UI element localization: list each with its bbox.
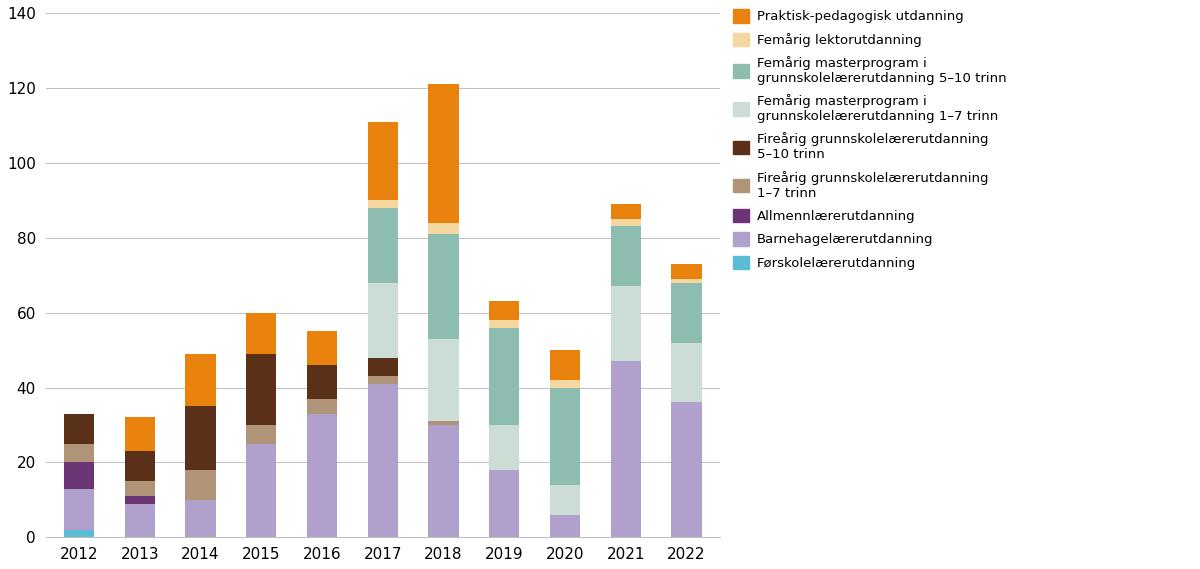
Bar xyxy=(125,481,155,496)
Bar xyxy=(367,384,398,537)
Bar xyxy=(367,376,398,384)
Bar xyxy=(64,463,94,489)
Bar xyxy=(185,354,216,406)
Bar xyxy=(367,283,398,357)
Bar xyxy=(125,496,155,504)
Bar xyxy=(490,425,520,470)
Bar xyxy=(246,425,276,444)
Bar xyxy=(611,226,641,286)
Bar xyxy=(64,414,94,444)
Bar xyxy=(611,361,641,537)
Bar xyxy=(185,470,216,500)
Bar xyxy=(367,200,398,208)
Bar xyxy=(550,350,581,380)
Bar xyxy=(307,399,337,414)
Bar xyxy=(307,414,337,537)
Bar xyxy=(64,444,94,463)
Bar xyxy=(246,354,276,425)
Bar xyxy=(125,451,155,481)
Bar xyxy=(367,208,398,283)
Bar xyxy=(428,222,458,234)
Bar xyxy=(550,485,581,515)
Bar xyxy=(671,343,702,402)
Bar xyxy=(428,421,458,425)
Bar xyxy=(611,219,641,226)
Bar xyxy=(307,365,337,399)
Bar xyxy=(367,122,398,200)
Bar xyxy=(611,286,641,361)
Bar xyxy=(64,530,94,537)
Bar xyxy=(671,279,702,283)
Bar xyxy=(125,504,155,537)
Bar xyxy=(428,84,458,222)
Bar xyxy=(246,444,276,537)
Legend: Praktisk-pedagogisk utdanning, Femårig lektorutdanning, Femårig masterprogram i
: Praktisk-pedagogisk utdanning, Femårig l… xyxy=(733,9,1007,270)
Bar xyxy=(671,283,702,343)
Bar xyxy=(550,380,581,387)
Bar xyxy=(428,425,458,537)
Bar xyxy=(671,402,702,537)
Bar xyxy=(64,489,94,530)
Bar xyxy=(307,331,337,365)
Bar xyxy=(490,302,520,320)
Bar xyxy=(490,470,520,537)
Bar xyxy=(246,312,276,354)
Bar xyxy=(125,418,155,451)
Bar xyxy=(185,500,216,537)
Bar xyxy=(611,204,641,219)
Bar xyxy=(367,357,398,376)
Bar xyxy=(185,406,216,470)
Bar xyxy=(490,320,520,328)
Bar xyxy=(490,328,520,425)
Bar xyxy=(550,515,581,537)
Bar xyxy=(671,264,702,279)
Bar xyxy=(550,387,581,485)
Bar xyxy=(428,234,458,339)
Bar xyxy=(428,339,458,421)
